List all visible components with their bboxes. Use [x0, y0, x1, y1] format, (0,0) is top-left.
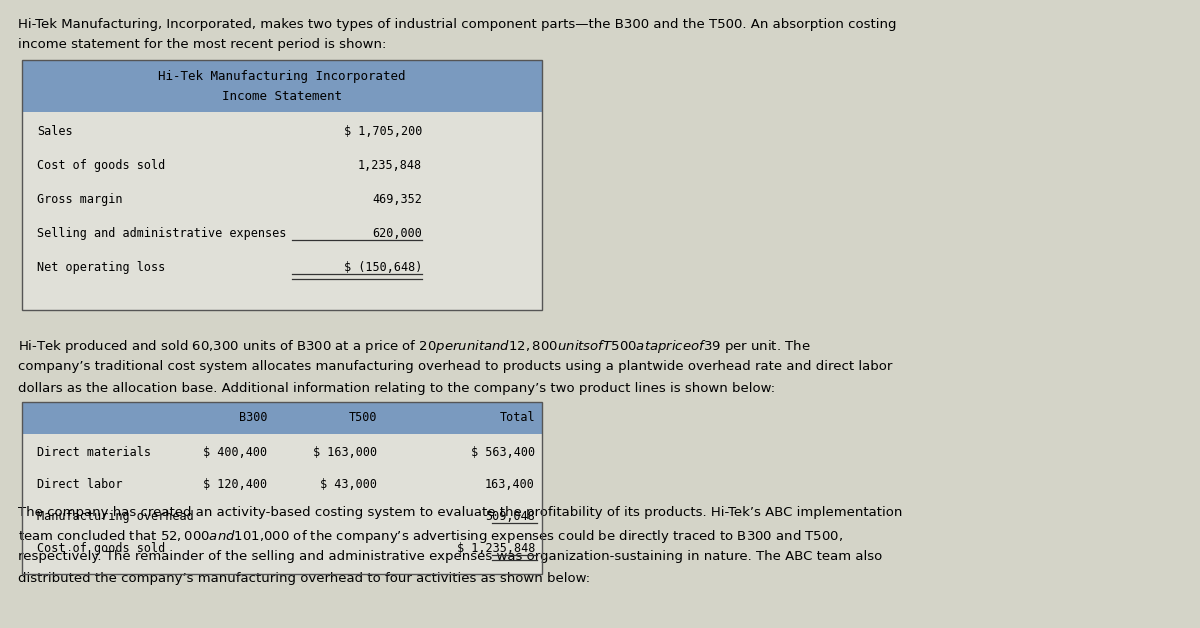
Text: $ 400,400: $ 400,400 — [203, 446, 268, 459]
Text: $ 120,400: $ 120,400 — [203, 478, 268, 491]
Text: $ 1,235,848: $ 1,235,848 — [457, 542, 535, 555]
Text: $ 43,000: $ 43,000 — [320, 478, 377, 491]
Text: Cost of goods sold: Cost of goods sold — [37, 159, 166, 172]
Text: Gross margin: Gross margin — [37, 193, 122, 206]
Text: respectively. The remainder of the selling and administrative expenses was organ: respectively. The remainder of the selli… — [18, 550, 882, 563]
Text: 469,352: 469,352 — [372, 193, 422, 206]
Text: Income Statement: Income Statement — [222, 90, 342, 103]
Text: distributed the company’s manufacturing overhead to four activities as shown bel: distributed the company’s manufacturing … — [18, 572, 590, 585]
Bar — [22, 112, 542, 310]
Text: Manufacturing overhead: Manufacturing overhead — [37, 510, 193, 523]
Text: Direct materials: Direct materials — [37, 446, 151, 459]
Text: The company has created an activity-based costing system to evaluate the profita: The company has created an activity-base… — [18, 506, 902, 519]
Bar — [22, 402, 542, 574]
Bar — [22, 402, 542, 434]
Text: Sales: Sales — [37, 125, 73, 138]
Text: B300: B300 — [239, 411, 268, 424]
Text: dollars as the allocation base. Additional information relating to the company’s: dollars as the allocation base. Addition… — [18, 382, 775, 395]
Text: Direct labor: Direct labor — [37, 478, 122, 491]
Text: $ 163,000: $ 163,000 — [313, 446, 377, 459]
Text: 1,235,848: 1,235,848 — [358, 159, 422, 172]
Text: income statement for the most recent period is shown:: income statement for the most recent per… — [18, 38, 386, 51]
Text: Hi-Tek produced and sold 60,300 units of B300 at a price of $20 per unit and 12,: Hi-Tek produced and sold 60,300 units of… — [18, 338, 810, 355]
Text: $ 563,400: $ 563,400 — [470, 446, 535, 459]
Text: T500: T500 — [348, 411, 377, 424]
Text: team concluded that $52,000 and $101,000 of the company’s advertising expenses c: team concluded that $52,000 and $101,000… — [18, 528, 842, 545]
Text: Cost of goods sold: Cost of goods sold — [37, 542, 166, 555]
Text: 163,400: 163,400 — [485, 478, 535, 491]
Text: company’s traditional cost system allocates manufacturing overhead to products u: company’s traditional cost system alloca… — [18, 360, 893, 373]
Text: Total: Total — [499, 411, 535, 424]
Bar — [22, 60, 542, 310]
Bar — [22, 60, 542, 112]
Text: 509,048: 509,048 — [485, 510, 535, 523]
Text: 620,000: 620,000 — [372, 227, 422, 240]
Text: Selling and administrative expenses: Selling and administrative expenses — [37, 227, 287, 240]
Text: $ 1,705,200: $ 1,705,200 — [343, 125, 422, 138]
Bar — [22, 434, 542, 574]
Text: Hi-Tek Manufacturing Incorporated: Hi-Tek Manufacturing Incorporated — [158, 70, 406, 83]
Text: Net operating loss: Net operating loss — [37, 261, 166, 274]
Text: Hi-Tek Manufacturing, Incorporated, makes two types of industrial component part: Hi-Tek Manufacturing, Incorporated, make… — [18, 18, 896, 31]
Text: $ (150,648): $ (150,648) — [343, 261, 422, 274]
